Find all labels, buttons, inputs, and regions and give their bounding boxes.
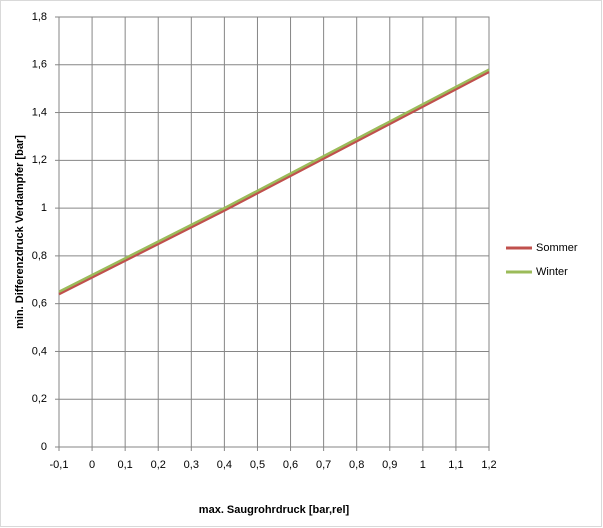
x-tick-label: 0,3: [184, 459, 199, 471]
line-series: [58, 70, 490, 296]
x-tick-label: 1,1: [448, 459, 463, 471]
y-tick-label: 0,2: [32, 393, 47, 405]
y-tick-label: 0,4: [32, 345, 47, 357]
y-tick-label: 1: [41, 202, 47, 214]
x-tick-label: 0,4: [217, 459, 232, 471]
line-series: [58, 68, 490, 293]
x-tick-label: 0,8: [349, 459, 364, 471]
x-tick-label: 0,1: [118, 459, 133, 471]
y-tick-label: 1,8: [32, 11, 47, 23]
y-tick-label: 0: [41, 441, 47, 453]
legend-label: Sommer: [536, 242, 578, 254]
plot-area: [58, 16, 490, 448]
x-tick-label: 0,9: [382, 459, 397, 471]
y-axis-title: min. Differenzdruck Verdampfer [bar]: [14, 135, 26, 329]
y-tick-label: 1,6: [32, 59, 47, 71]
x-tick-label: -0,1: [50, 459, 69, 471]
x-axis-title: max. Saugrohrdruck [bar,rel]: [199, 504, 350, 516]
y-tick-label: 0,8: [32, 250, 47, 262]
legend-label: Winter: [536, 266, 568, 278]
x-tick-label: 0,6: [283, 459, 298, 471]
y-tick-label: 0,6: [32, 298, 47, 310]
y-tick-label: 1,2: [32, 154, 47, 166]
x-tick-label: 0: [89, 459, 95, 471]
x-tick-label: 0,7: [316, 459, 331, 471]
x-tick-label: 0,5: [250, 459, 265, 471]
y-tick-label: 1,4: [32, 106, 47, 118]
x-tick-label: 1,2: [481, 459, 496, 471]
x-tick-label: 0,2: [151, 459, 166, 471]
x-tick-label: 1: [420, 459, 426, 471]
